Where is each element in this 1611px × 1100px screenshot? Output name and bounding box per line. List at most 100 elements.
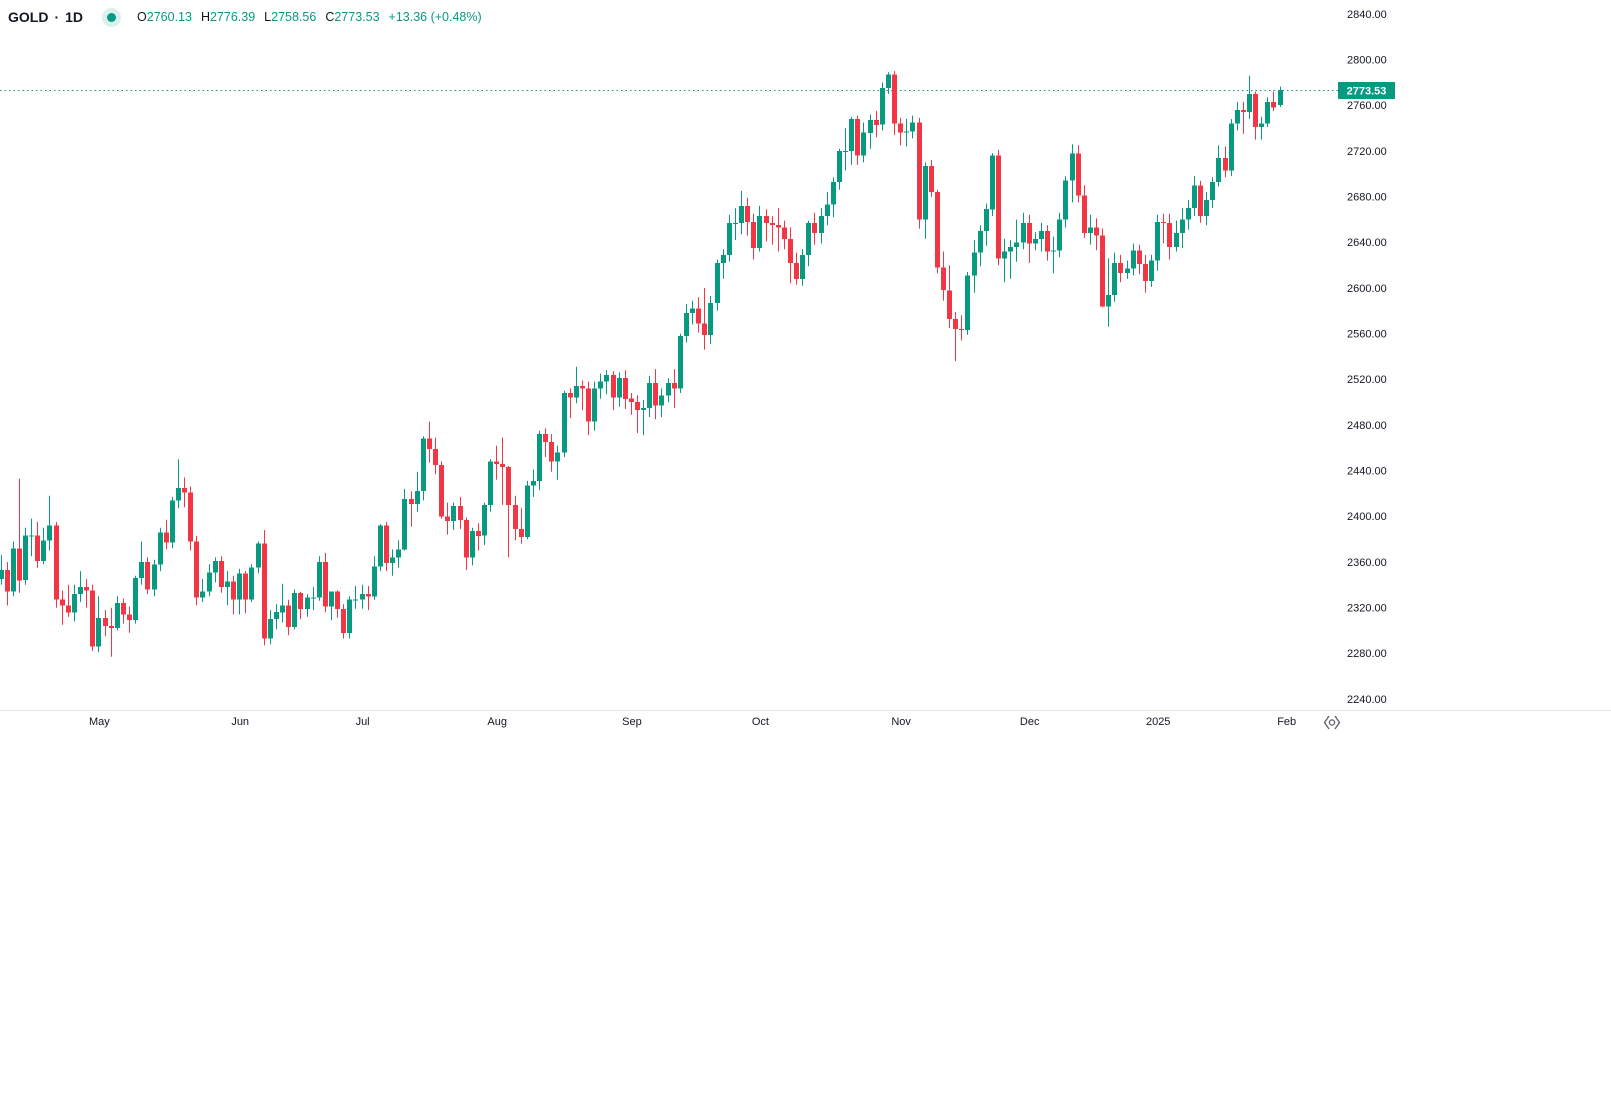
candle[interactable] bbox=[690, 300, 695, 325]
candle[interactable] bbox=[396, 540, 401, 568]
candle[interactable] bbox=[659, 388, 664, 418]
candle[interactable] bbox=[739, 191, 744, 235]
candle[interactable] bbox=[506, 466, 511, 558]
candle[interactable] bbox=[733, 208, 738, 241]
candle[interactable] bbox=[647, 375, 652, 417]
candle[interactable] bbox=[133, 575, 138, 624]
candle[interactable] bbox=[1265, 97, 1270, 127]
candle[interactable] bbox=[831, 177, 836, 218]
candle[interactable] bbox=[366, 586, 371, 610]
candle[interactable] bbox=[782, 220, 787, 250]
candle[interactable] bbox=[910, 115, 915, 139]
candle[interactable] bbox=[139, 541, 144, 585]
candle[interactable] bbox=[1271, 91, 1276, 111]
candle[interactable] bbox=[929, 160, 934, 197]
candle[interactable] bbox=[794, 252, 799, 285]
candle[interactable] bbox=[488, 459, 493, 512]
candle[interactable] bbox=[978, 225, 983, 267]
candle[interactable] bbox=[41, 527, 46, 565]
candle[interactable] bbox=[90, 584, 95, 651]
candle[interactable] bbox=[298, 591, 303, 620]
candle[interactable] bbox=[451, 502, 456, 530]
candle[interactable] bbox=[170, 496, 175, 549]
candle[interactable] bbox=[231, 575, 236, 615]
candle[interactable] bbox=[1247, 75, 1252, 119]
candle[interactable] bbox=[341, 604, 346, 639]
candle[interactable] bbox=[519, 508, 524, 544]
candle[interactable] bbox=[280, 583, 285, 623]
candle[interactable] bbox=[953, 312, 958, 362]
candle[interactable] bbox=[194, 535, 199, 606]
candle[interactable] bbox=[249, 564, 254, 602]
candle[interactable] bbox=[1125, 260, 1130, 279]
candle[interactable] bbox=[1174, 220, 1179, 252]
candle[interactable] bbox=[917, 117, 922, 229]
candle[interactable] bbox=[941, 251, 946, 301]
candle[interactable] bbox=[1210, 177, 1215, 209]
candle[interactable] bbox=[757, 205, 762, 252]
candle[interactable] bbox=[268, 610, 273, 645]
candle[interactable] bbox=[1045, 225, 1050, 261]
candle[interactable] bbox=[11, 541, 16, 597]
candle[interactable] bbox=[1161, 213, 1166, 244]
candle[interactable] bbox=[1033, 232, 1038, 251]
candle[interactable] bbox=[158, 527, 163, 572]
candle[interactable] bbox=[1198, 180, 1203, 223]
candle[interactable] bbox=[470, 527, 475, 566]
candle[interactable] bbox=[886, 72, 891, 94]
candle[interactable] bbox=[1106, 258, 1111, 327]
candle[interactable] bbox=[225, 571, 230, 606]
candle[interactable] bbox=[1253, 91, 1258, 140]
candle[interactable] bbox=[806, 220, 811, 267]
candle[interactable] bbox=[1216, 145, 1221, 187]
candle[interactable] bbox=[5, 562, 10, 606]
candle[interactable] bbox=[629, 393, 634, 415]
candle[interactable] bbox=[476, 523, 481, 551]
candlestick-chart[interactable]: 2840.00 2800.00 2760.00 2720.00 2680.00 2640.… bbox=[0, 0, 1611, 740]
candle[interactable] bbox=[207, 564, 212, 597]
candle[interactable] bbox=[843, 128, 848, 171]
candle[interactable] bbox=[256, 541, 261, 574]
candle[interactable] bbox=[1076, 145, 1081, 203]
symbol-title[interactable]: GOLD · 1D bbox=[8, 9, 83, 25]
candle[interactable] bbox=[121, 598, 126, 624]
candle[interactable] bbox=[360, 584, 365, 609]
candle[interactable] bbox=[1070, 144, 1075, 203]
candle[interactable] bbox=[29, 518, 34, 557]
time-axis[interactable]: May Jun Jul Aug Sep Oct Nov Dec 2025 Feb bbox=[89, 716, 1296, 728]
scale-settings-icon[interactable] bbox=[1322, 714, 1342, 731]
candle[interactable] bbox=[415, 471, 420, 512]
candle[interactable] bbox=[776, 208, 781, 252]
candle[interactable] bbox=[996, 149, 1001, 266]
candle[interactable] bbox=[237, 568, 242, 615]
candle[interactable] bbox=[421, 436, 426, 501]
candle[interactable] bbox=[127, 606, 132, 633]
candle[interactable] bbox=[1137, 244, 1142, 275]
candle[interactable] bbox=[60, 590, 65, 625]
candle[interactable] bbox=[1002, 238, 1007, 283]
candle[interactable] bbox=[708, 296, 713, 344]
chart-legend[interactable]: GOLD · 1D O2760.13 H2776.39 L2758.56 C27… bbox=[8, 6, 482, 28]
candle[interactable] bbox=[1118, 254, 1123, 283]
candle[interactable] bbox=[1259, 116, 1264, 140]
candle[interactable] bbox=[482, 502, 487, 545]
price-axis[interactable]: 2840.00 2800.00 2760.00 2720.00 2680.00 2640.… bbox=[1347, 9, 1387, 706]
candle[interactable] bbox=[513, 495, 518, 541]
candle[interactable] bbox=[1057, 212, 1062, 258]
candle[interactable] bbox=[1229, 119, 1234, 177]
candles-layer[interactable] bbox=[0, 71, 1283, 657]
candle[interactable] bbox=[109, 607, 114, 657]
candle[interactable] bbox=[78, 571, 83, 602]
candle[interactable] bbox=[213, 557, 218, 583]
candle[interactable] bbox=[176, 459, 181, 509]
candle[interactable] bbox=[702, 288, 707, 350]
candle[interactable] bbox=[855, 115, 860, 165]
candle[interactable] bbox=[525, 480, 530, 540]
candle[interactable] bbox=[292, 589, 297, 630]
candle[interactable] bbox=[715, 259, 720, 311]
candle[interactable] bbox=[1278, 86, 1283, 107]
candle[interactable] bbox=[604, 370, 609, 395]
candle[interactable] bbox=[1021, 212, 1026, 250]
candle[interactable] bbox=[0, 555, 4, 585]
candle[interactable] bbox=[562, 390, 567, 457]
